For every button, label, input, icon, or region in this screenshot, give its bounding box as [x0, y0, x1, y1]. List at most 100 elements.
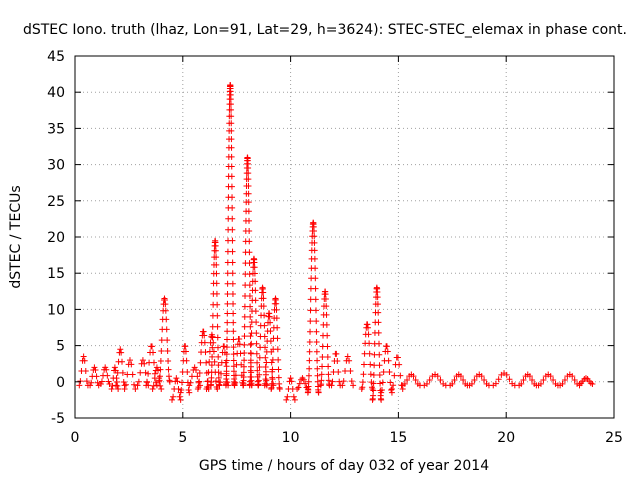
data-point — [128, 361, 135, 368]
data-point — [253, 350, 260, 357]
series-arc — [466, 371, 492, 389]
data-point — [248, 340, 255, 347]
data-point — [311, 239, 318, 246]
data-point — [194, 373, 201, 380]
data-point — [228, 173, 235, 180]
data-point — [299, 375, 306, 382]
data-point — [137, 369, 144, 376]
data-point — [276, 386, 283, 393]
series-arc — [186, 364, 204, 389]
data-point — [503, 371, 510, 378]
data-point — [359, 384, 366, 391]
data-point — [365, 331, 372, 338]
data-point — [371, 362, 378, 369]
data-point — [124, 371, 131, 378]
data-point — [374, 288, 381, 295]
data-point — [529, 376, 536, 383]
x-tick-label: 25 — [605, 430, 623, 446]
data-point — [246, 249, 253, 256]
data-point — [342, 367, 349, 374]
data-point — [149, 386, 156, 393]
data-point — [339, 382, 346, 389]
data-point — [375, 319, 382, 326]
data-point — [247, 323, 254, 330]
data-point — [380, 368, 387, 375]
data-point — [313, 339, 320, 346]
data-point — [324, 354, 331, 360]
x-tick-label: 5 — [178, 430, 187, 446]
data-point — [329, 378, 336, 385]
data-point — [166, 378, 173, 385]
data-point — [163, 326, 170, 333]
data-point — [224, 319, 231, 326]
data-point — [275, 356, 282, 363]
data-point — [261, 322, 268, 329]
data-point — [246, 238, 253, 245]
data-point — [273, 315, 280, 322]
data-point — [213, 270, 220, 277]
data-point — [410, 373, 417, 380]
data-point — [328, 382, 335, 389]
data-point — [210, 339, 217, 346]
series-arc — [490, 370, 518, 389]
data-point — [318, 377, 325, 384]
data-point — [114, 369, 121, 376]
data-point — [229, 215, 236, 222]
data-point — [247, 303, 254, 310]
data-point — [269, 356, 276, 363]
data-point — [93, 373, 100, 380]
data-point — [215, 353, 222, 360]
data-point — [197, 359, 204, 366]
data-point — [322, 296, 329, 303]
series-arc — [76, 353, 91, 389]
y-tick-label: 10 — [47, 302, 65, 318]
data-point — [157, 382, 164, 389]
data-point — [150, 359, 157, 366]
data-point — [202, 349, 209, 356]
data-point — [129, 371, 136, 378]
data-point — [229, 270, 236, 277]
data-point — [191, 364, 198, 371]
data-point — [360, 371, 367, 378]
data-point — [223, 351, 230, 358]
data-point — [98, 378, 105, 385]
data-point — [506, 376, 513, 383]
data-point — [186, 382, 193, 389]
data-point — [241, 341, 248, 348]
series-arc — [328, 350, 344, 389]
data-point — [113, 378, 120, 385]
data-point — [217, 379, 224, 386]
data-point — [213, 280, 220, 287]
data-point — [262, 376, 269, 383]
data-point — [175, 386, 182, 393]
y-tick-label: 30 — [47, 158, 65, 174]
data-point — [254, 367, 261, 374]
data-point — [273, 306, 280, 313]
data-point — [82, 367, 89, 374]
data-point — [115, 386, 122, 393]
data-point — [211, 358, 218, 365]
data-point — [434, 373, 441, 380]
data-point — [134, 382, 141, 389]
data-point — [471, 376, 478, 383]
data-point — [236, 341, 243, 348]
series-arc — [557, 371, 583, 389]
data-point — [196, 369, 203, 376]
data-point — [437, 376, 444, 383]
data-point — [252, 308, 259, 315]
data-point — [122, 381, 129, 388]
data-point — [77, 378, 84, 385]
data-point — [214, 344, 221, 351]
data-point — [267, 328, 274, 335]
data-point — [346, 357, 353, 364]
data-point — [215, 362, 222, 369]
data-point — [208, 369, 215, 376]
data-point — [228, 144, 235, 151]
data-point — [366, 340, 373, 347]
y-tick-label: 15 — [47, 266, 65, 282]
data-point — [162, 301, 169, 308]
data-point — [203, 359, 210, 366]
data-point — [390, 382, 397, 389]
data-point — [364, 324, 371, 331]
data-point — [182, 348, 189, 355]
